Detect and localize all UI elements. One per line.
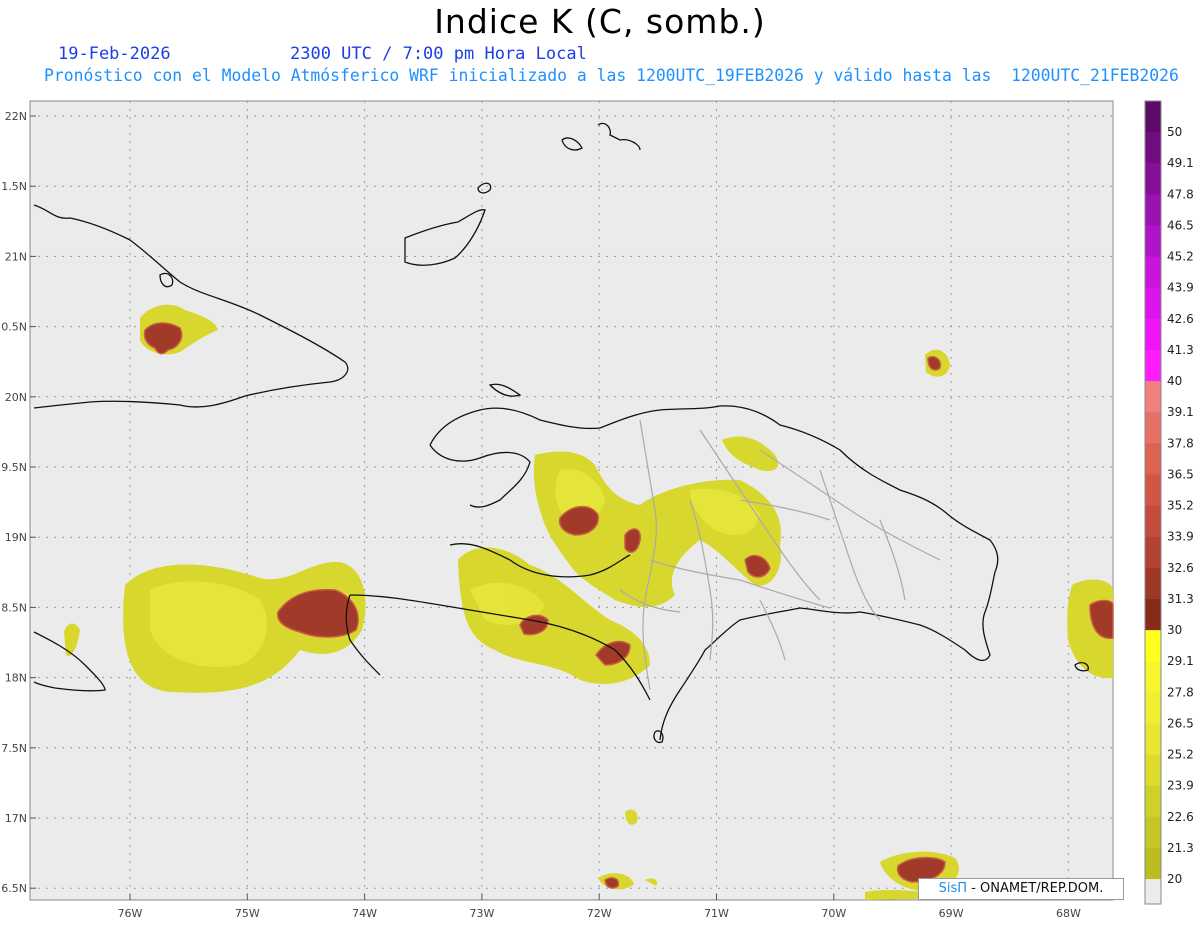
colorbar-label: 40 (1167, 374, 1182, 388)
colorbar-swatch (1145, 754, 1161, 787)
time-label: 2300 UTC / 7:00 pm Hora Local (290, 44, 587, 64)
date-label: 19-Feb-2026 (58, 44, 171, 64)
colorbar-label: 37.8 (1167, 436, 1194, 450)
colorbar-swatch (1145, 816, 1161, 849)
colorbar-label: 36.5 (1167, 467, 1194, 481)
lon-label: 70W (821, 907, 846, 920)
colorbar-swatch (1145, 163, 1161, 195)
colorbar-swatch (1145, 381, 1161, 413)
lon-label: 69W (939, 907, 964, 920)
colorbar-swatch (1145, 194, 1161, 226)
colorbar-swatch (1145, 349, 1161, 382)
colorbar-swatch (1145, 132, 1161, 164)
colorbar-label: 27.8 (1167, 685, 1194, 699)
colorbar-label: 39.1 (1167, 405, 1194, 419)
colorbar-label: 49.1 (1167, 156, 1194, 170)
colorbar-label: 50 (1167, 125, 1182, 139)
colorbar-label: 47.8 (1167, 187, 1194, 201)
lat-label: 6.5N (1, 882, 27, 895)
colorbar-label: 21.3 (1167, 841, 1194, 855)
lat-label: 1.5N (1, 180, 27, 193)
graticule (30, 101, 1113, 900)
colorbar-label: 43.9 (1167, 281, 1194, 295)
colorbar-swatch (1145, 505, 1161, 538)
colorbar-swatch (1145, 101, 1161, 133)
colorbar-swatch (1145, 630, 1161, 662)
lon-label: 71W (704, 907, 729, 920)
lat-label: 19N (5, 531, 27, 544)
lon-label: 74W (352, 907, 377, 920)
colorbar-label: 41.3 (1167, 343, 1194, 357)
colorbar-label: 31.3 (1167, 592, 1194, 606)
lat-label: 18N (5, 672, 27, 685)
lon-label: 75W (235, 907, 260, 920)
colorbar-label: 23.9 (1167, 779, 1194, 793)
lat-label: 7.5N (1, 742, 27, 755)
province-borders (619, 419, 941, 691)
colorbar-swatch (1145, 723, 1161, 756)
sispi-logo: SisΠ (938, 881, 968, 896)
lat-label: 8.5N (1, 601, 27, 614)
colorbar-swatch (1145, 443, 1161, 475)
colorbar-swatch (1145, 567, 1161, 600)
colorbar-swatch (1145, 225, 1161, 258)
colorbar-label: 35.2 (1167, 499, 1194, 513)
colorbar-swatch (1145, 318, 1161, 351)
map-title: Indice K (C, somb.) (434, 2, 766, 41)
lon-label: 73W (469, 907, 494, 920)
colorbar-swatch (1145, 661, 1161, 693)
colorbar-swatch (1145, 847, 1161, 880)
colorbar-label: 20 (1167, 872, 1182, 886)
lat-label: 20N (5, 391, 27, 404)
colorbar-swatch (1145, 287, 1161, 320)
longitude-labels: 76W 75W 74W 73W 72W 71W 70W 69W 68W (118, 907, 1081, 920)
colorbar-label: 30 (1167, 623, 1182, 637)
lat-label: 9.5N (1, 461, 27, 474)
lon-label: 76W (118, 907, 143, 920)
lat-label: 0.5N (1, 321, 27, 334)
lat-label: 17N (5, 812, 27, 825)
lat-label: 21N (5, 250, 27, 263)
colorbar-label: 46.5 (1167, 218, 1194, 232)
colorbar-swatch (1145, 598, 1161, 631)
colorbar-swatch (1145, 412, 1161, 444)
lon-label: 72W (587, 907, 612, 920)
credit-text: - ONAMET/REP.DOM. (967, 881, 1104, 896)
lon-label: 68W (1056, 907, 1081, 920)
lat-label: 22N (5, 110, 27, 123)
colorbar-label: 22.6 (1167, 810, 1194, 824)
colorbar-frame (1144, 100, 1162, 905)
colorbar-swatch (1145, 785, 1161, 818)
colorbar-label: 25.2 (1167, 748, 1194, 762)
colorbar-swatch (1145, 536, 1161, 569)
colorbar-label: 45.2 (1167, 250, 1194, 264)
colorbar-label: 42.6 (1167, 312, 1194, 326)
colorbar-label: 33.9 (1167, 530, 1194, 544)
colorbar-label: 32.6 (1167, 561, 1194, 575)
forecast-line: Pronóstico con el Modelo Atmósferico WRF… (44, 66, 1179, 85)
k-index-red-areas (143, 322, 1114, 889)
colorbar-below-range (1145, 879, 1161, 904)
coastlines (33, 122, 1089, 744)
colorbar-swatch (1145, 256, 1161, 289)
credit-box: SisΠ - ONAMET/REP.DOM. (918, 878, 1124, 900)
colorbar: 50 49.1 47.8 46.5 45.2 43.9 42.6 41.3 40 39.1 37.8… (1144, 100, 1194, 905)
latitude-labels: 22N 1.5N 21N 0.5N 20N 9.5N 19N 8.5N 18N 7.5N 17N 6.… (1, 110, 27, 895)
colorbar-swatch (1145, 692, 1161, 724)
colorbar-label: 26.5 (1167, 716, 1194, 730)
colorbar-swatch (1145, 474, 1161, 507)
colorbar-label: 29.1 (1167, 654, 1194, 668)
